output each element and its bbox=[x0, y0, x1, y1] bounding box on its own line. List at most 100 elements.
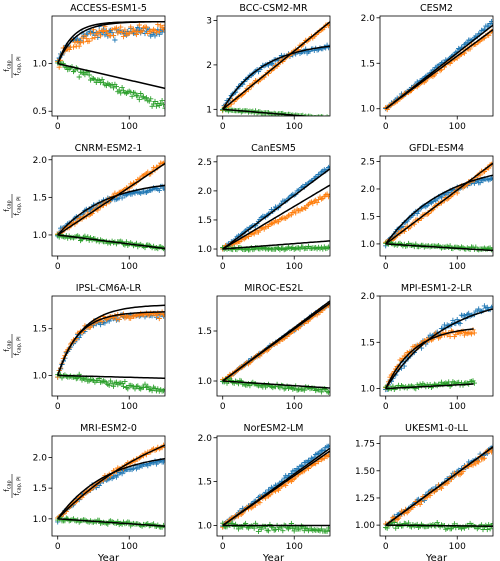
data-point-orange bbox=[314, 200, 320, 206]
x-tick-label: 0 bbox=[55, 122, 61, 132]
fit-line bbox=[385, 328, 474, 389]
subplot-title: GFDL-ESM4 bbox=[409, 143, 464, 154]
data-point-orange bbox=[113, 316, 119, 322]
data-point-blue bbox=[102, 32, 108, 38]
data-point-green bbox=[152, 98, 158, 105]
data-point-orange bbox=[139, 28, 145, 34]
x-tick-label: 100 bbox=[286, 122, 303, 132]
x-tick-label: 0 bbox=[220, 122, 226, 132]
data-point-green bbox=[122, 379, 128, 385]
fit-line bbox=[385, 174, 493, 245]
data-point-green bbox=[86, 72, 92, 78]
data-point-orange bbox=[82, 33, 88, 39]
data-point-green bbox=[265, 528, 272, 534]
subplot: UKESM1-0-LL 0 100 1.00 1.25 1.50 1.75 Year bbox=[355, 423, 494, 561]
data-point-green bbox=[119, 85, 125, 91]
svg-text:fcap: fcap bbox=[3, 480, 13, 491]
y-tick-label: 1.0 bbox=[33, 60, 48, 70]
plot-area bbox=[383, 160, 493, 253]
data-point-blue bbox=[489, 175, 493, 181]
subplot: NorESM2-LM 0 100 1.0 1.5 2.0 Year bbox=[198, 423, 331, 561]
axes-frame bbox=[216, 15, 331, 117]
y-tick-label: 1.75 bbox=[355, 440, 375, 450]
data-point-orange bbox=[109, 27, 115, 33]
data-point-green bbox=[254, 523, 260, 529]
data-point-green bbox=[145, 383, 151, 389]
y-tick-label: 1.00 bbox=[355, 521, 375, 531]
data-point-orange bbox=[100, 28, 107, 35]
y-tick-label: 2.0 bbox=[33, 156, 48, 166]
data-point-orange bbox=[156, 315, 162, 322]
data-point-green bbox=[316, 114, 318, 116]
data-point-blue bbox=[162, 458, 165, 464]
plot-area bbox=[55, 20, 165, 111]
fit-line bbox=[222, 108, 313, 116]
data-point-green bbox=[120, 383, 127, 389]
x-tick-label: 0 bbox=[220, 262, 226, 272]
data-point-green bbox=[161, 102, 165, 108]
y-tick-label: 1.5 bbox=[198, 216, 212, 226]
data-point-green bbox=[106, 382, 112, 388]
x-tick-label: 0 bbox=[55, 542, 61, 552]
fit-line bbox=[56, 304, 165, 376]
data-point-green bbox=[471, 380, 477, 386]
y-tick-label: 1.5 bbox=[33, 325, 47, 335]
fit-line bbox=[385, 524, 493, 527]
data-point-green bbox=[162, 387, 165, 393]
data-point-orange bbox=[162, 159, 165, 165]
data-point-orange bbox=[245, 234, 252, 240]
data-point-green bbox=[303, 113, 309, 116]
data-point-blue bbox=[489, 19, 493, 25]
data-point-blue bbox=[152, 33, 158, 39]
y-tick-label: 2.0 bbox=[361, 185, 376, 195]
data-point-green bbox=[327, 528, 330, 534]
data-point-orange bbox=[103, 27, 109, 33]
y-tick-label: 1.0 bbox=[361, 105, 376, 115]
fit-line bbox=[222, 21, 330, 110]
data-point-orange bbox=[72, 39, 78, 45]
svg-text:fcap: fcap bbox=[3, 340, 13, 351]
fit-line bbox=[222, 302, 330, 382]
data-point-orange bbox=[153, 30, 159, 36]
data-point-orange bbox=[78, 40, 84, 46]
data-point-green bbox=[307, 113, 313, 116]
data-point-green bbox=[391, 519, 397, 526]
plot-area bbox=[220, 20, 330, 116]
x-tick-label: 100 bbox=[449, 402, 466, 412]
data-point-blue bbox=[76, 335, 82, 341]
data-point-orange bbox=[257, 500, 263, 506]
fit-line bbox=[385, 29, 493, 110]
fit-line bbox=[385, 308, 493, 390]
data-point-orange bbox=[126, 30, 132, 36]
x-tick-label: 0 bbox=[383, 542, 389, 552]
data-point-green bbox=[297, 526, 303, 532]
data-point-orange bbox=[438, 485, 445, 491]
y-tick-label: 0.5 bbox=[33, 107, 47, 117]
fit-line bbox=[222, 450, 330, 527]
data-point-blue bbox=[327, 443, 330, 449]
data-point-orange bbox=[129, 29, 135, 35]
subplot: CESM2 0 100 1.0 1.5 2.0 bbox=[361, 3, 494, 132]
data-point-green bbox=[161, 388, 165, 394]
y-tick-label: 1.5 bbox=[33, 193, 47, 203]
x-axis-label: Year bbox=[97, 553, 120, 561]
data-point-orange bbox=[70, 44, 77, 50]
data-point-green bbox=[136, 97, 142, 103]
x-tick-label: 100 bbox=[121, 402, 138, 412]
data-point-green bbox=[153, 103, 159, 109]
data-point-orange bbox=[162, 22, 165, 28]
data-point-orange bbox=[119, 29, 125, 36]
data-point-green bbox=[119, 380, 125, 387]
fit-line bbox=[385, 162, 493, 245]
data-point-green bbox=[129, 93, 135, 99]
data-point-green bbox=[306, 114, 308, 116]
data-point-green bbox=[303, 114, 305, 116]
data-point-green bbox=[326, 389, 330, 395]
x-tick-label: 100 bbox=[449, 542, 466, 552]
data-point-orange bbox=[98, 33, 104, 39]
x-tick-label: 0 bbox=[220, 402, 226, 412]
y-tick-label: 2 bbox=[206, 61, 212, 71]
data-point-orange bbox=[155, 21, 161, 27]
